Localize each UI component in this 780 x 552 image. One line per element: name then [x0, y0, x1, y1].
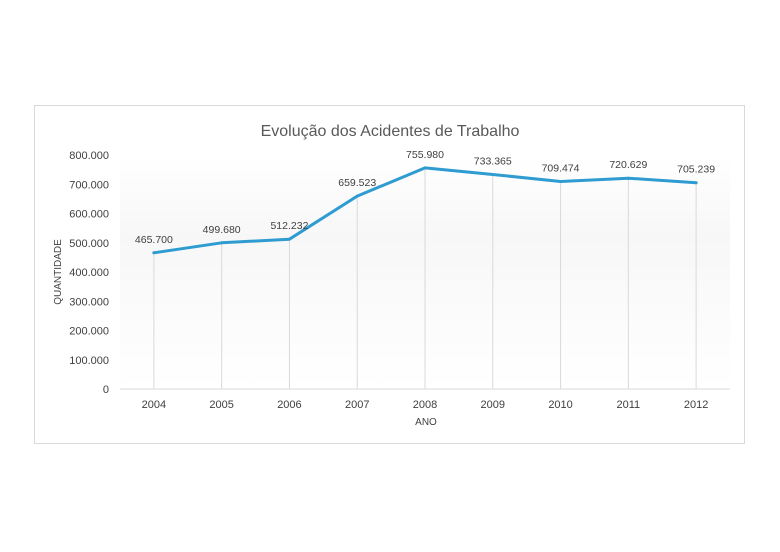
- y-tick-label: 800.000: [69, 150, 109, 162]
- data-point: [491, 172, 495, 176]
- chart-container: Evolução dos Acidentes de Trabalho 0 100.…: [34, 105, 745, 444]
- chart-title: Evolução dos Acidentes de Trabalho: [261, 123, 520, 140]
- data-point: [626, 176, 630, 180]
- data-label: 755.980: [406, 149, 444, 161]
- x-tick-label: 2006: [277, 399, 301, 411]
- data-label: 512.232: [270, 220, 308, 232]
- data-label: 720.629: [609, 159, 647, 171]
- x-tick-label: 2012: [684, 399, 708, 411]
- data-point: [287, 237, 291, 241]
- data-point: [220, 241, 224, 245]
- x-tick-label: 2009: [481, 399, 505, 411]
- x-tick-label: 2011: [617, 399, 641, 411]
- y-tick-label: 600.000: [69, 209, 109, 221]
- data-point: [694, 181, 698, 185]
- data-label: 733.365: [474, 155, 512, 167]
- drop-lines: [153, 167, 697, 389]
- y-tick-labels: 0 100.000 200.000 300.000 400.000 500.000 600.…: [69, 150, 109, 396]
- data-point: [559, 179, 563, 183]
- data-labels: 465.700 499.680 512.232 659.523 755.980 733.3…: [135, 149, 715, 246]
- x-tick-label: 2007: [345, 399, 369, 411]
- x-tick-labels: 2004 2005 2006 2007 2008 2009 2010 2011 2012: [142, 399, 709, 411]
- data-point: [423, 166, 427, 170]
- y-tick-label: 200.000: [69, 326, 109, 338]
- x-tick-label: 2010: [548, 399, 572, 411]
- data-label: 705.239: [677, 164, 715, 176]
- data-label: 709.474: [542, 162, 580, 174]
- data-point: [355, 194, 359, 198]
- chart-svg: Evolução dos Acidentes de Trabalho 0 100.…: [53, 123, 730, 428]
- y-axis-title: QUANTIDADE: [53, 239, 64, 305]
- y-tick-label: 500.000: [69, 238, 109, 250]
- y-tick-label: 400.000: [69, 267, 109, 279]
- x-axis-title: ANO: [415, 417, 437, 428]
- x-tick-label: 2005: [209, 399, 233, 411]
- series-line-group: [152, 166, 698, 255]
- data-label: 499.680: [203, 224, 241, 236]
- y-tick-label: 300.000: [69, 296, 109, 308]
- y-tick-label: 700.000: [69, 179, 109, 191]
- y-tick-label: 0: [103, 384, 109, 396]
- y-tick-label: 100.000: [69, 355, 109, 367]
- data-label: 465.700: [135, 234, 173, 246]
- data-label: 659.523: [338, 177, 376, 189]
- x-tick-label: 2004: [142, 399, 166, 411]
- data-point: [152, 251, 156, 255]
- x-tick-label: 2008: [413, 399, 437, 411]
